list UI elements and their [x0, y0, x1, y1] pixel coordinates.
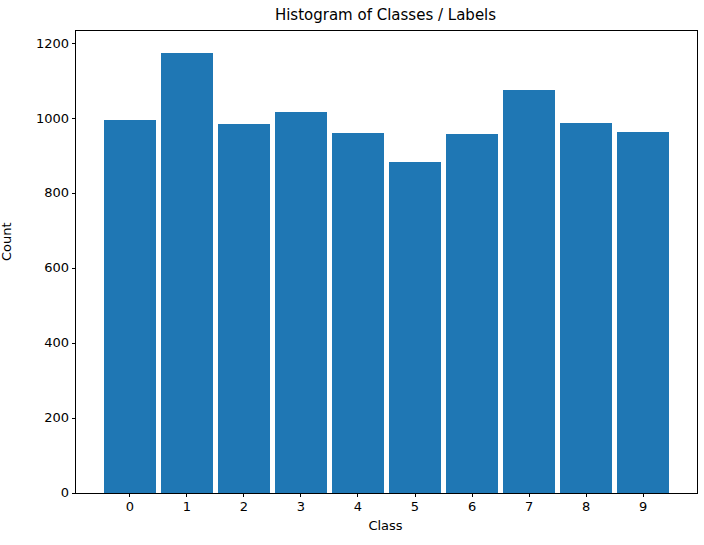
y-tick-label-800: 800	[44, 185, 69, 201]
bar-3	[275, 112, 326, 493]
y-tick-mark-1000	[72, 118, 76, 119]
y-tick-mark-0	[72, 493, 76, 494]
bar-8	[560, 123, 611, 493]
x-tick-label-5: 5	[395, 499, 435, 515]
x-tick-label-1: 1	[167, 499, 207, 515]
y-tick-mark-400	[72, 343, 76, 344]
bar-1	[161, 53, 212, 493]
figure: Histogram of Classes / Labels Count 0123…	[0, 0, 704, 545]
bar-2	[218, 124, 269, 493]
y-tick-label-200: 200	[44, 410, 69, 426]
x-axis-label: Class	[75, 518, 696, 534]
y-tick-mark-600	[72, 268, 76, 269]
x-tick-mark-2	[243, 493, 244, 497]
x-tick-mark-7	[529, 493, 530, 497]
y-axis-label: Count	[0, 222, 15, 261]
x-tick-mark-3	[300, 493, 301, 497]
y-tick-mark-1200	[72, 43, 76, 44]
bar-4	[332, 133, 383, 493]
bar-9	[617, 132, 668, 493]
x-tick-label-3: 3	[281, 499, 321, 515]
x-tick-label-0: 0	[110, 499, 150, 515]
x-tick-mark-1	[186, 493, 187, 497]
x-tick-mark-4	[357, 493, 358, 497]
x-tick-mark-6	[472, 493, 473, 497]
x-tick-label-8: 8	[566, 499, 606, 515]
y-tick-label-1200: 1200	[36, 36, 69, 52]
x-tick-mark-0	[129, 493, 130, 497]
y-tick-label-0: 0	[61, 485, 69, 501]
plot-area: 0123456789020040060080010001200	[75, 30, 698, 494]
x-tick-label-6: 6	[452, 499, 492, 515]
y-tick-label-1000: 1000	[36, 111, 69, 127]
x-tick-label-2: 2	[224, 499, 264, 515]
x-tick-label-9: 9	[623, 499, 663, 515]
bar-7	[503, 90, 554, 493]
bar-6	[446, 134, 497, 493]
x-tick-label-7: 7	[509, 499, 549, 515]
y-tick-label-600: 600	[44, 260, 69, 276]
y-tick-label-400: 400	[44, 335, 69, 351]
bar-5	[389, 162, 440, 493]
x-tick-mark-9	[643, 493, 644, 497]
x-tick-label-4: 4	[338, 499, 378, 515]
bar-0	[104, 120, 155, 493]
x-tick-mark-5	[415, 493, 416, 497]
y-tick-mark-200	[72, 418, 76, 419]
chart-title: Histogram of Classes / Labels	[75, 6, 696, 24]
x-tick-mark-8	[586, 493, 587, 497]
y-tick-mark-800	[72, 193, 76, 194]
